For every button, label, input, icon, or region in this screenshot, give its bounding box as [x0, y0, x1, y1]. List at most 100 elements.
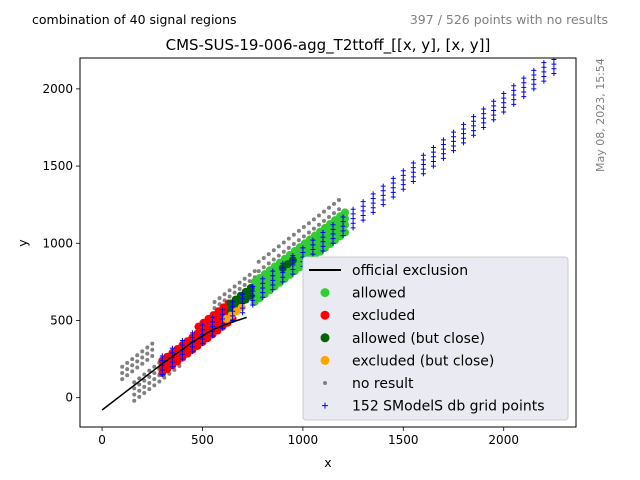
grid-point-marker — [400, 168, 406, 174]
grid-point-marker — [350, 206, 356, 212]
grid-point-marker — [420, 166, 426, 172]
no-result-point — [337, 207, 342, 212]
grid-point-marker — [451, 134, 457, 140]
x-tick-label: 0 — [98, 433, 106, 447]
no-result-point — [142, 384, 147, 389]
grid-point-marker — [199, 341, 205, 347]
no-result-point — [227, 288, 232, 293]
grid-point-marker — [440, 141, 446, 147]
grid-point-marker — [360, 217, 366, 223]
grid-point-marker — [199, 322, 205, 328]
grid-point-marker — [551, 61, 557, 67]
no-result-point — [132, 386, 137, 391]
no-result-point — [130, 363, 135, 368]
no-result-point — [296, 238, 301, 243]
grid-point-marker — [451, 129, 457, 135]
grid-point-marker — [280, 279, 286, 285]
no-result-point — [266, 261, 271, 266]
no-result-point — [271, 248, 276, 253]
grid-point-marker — [330, 226, 336, 232]
grid-point-marker — [461, 135, 467, 141]
grid-point-marker — [420, 171, 426, 177]
no-result-point — [301, 234, 306, 239]
grid-point-marker — [491, 103, 497, 109]
grid-point-marker — [230, 299, 236, 305]
grid-point-marker — [169, 350, 175, 356]
no-result-point — [142, 378, 147, 383]
no-result-point — [145, 351, 150, 356]
grid-point-marker — [471, 114, 477, 120]
no-result-point — [296, 228, 301, 233]
grid-point-marker — [370, 205, 376, 211]
grid-point-marker — [250, 302, 256, 308]
grid-point-marker — [491, 98, 497, 104]
grid-point-marker — [430, 145, 436, 151]
grid-point-marker — [531, 86, 537, 92]
no-result-point — [152, 370, 157, 375]
no-result-point — [132, 380, 137, 385]
grid-point-marker — [189, 330, 195, 336]
grid-point-marker — [501, 95, 507, 101]
grid-point-marker — [179, 351, 185, 357]
grid-point-marker — [230, 308, 236, 314]
no-results-count-note: 397 / 526 points with no results — [410, 12, 608, 27]
grid-point-marker — [250, 284, 256, 290]
legend: official exclusion allowed excluded allowed… — [302, 256, 569, 421]
grid-point-marker — [551, 66, 557, 72]
grid-point-marker — [400, 182, 406, 188]
no-result-point — [137, 388, 142, 393]
grid-point-marker — [179, 356, 185, 362]
no-result-point — [132, 392, 137, 397]
grid-point-marker — [340, 228, 346, 234]
grid-point-marker — [189, 344, 195, 350]
grid-point-marker — [390, 194, 396, 200]
grid-point-marker — [491, 107, 497, 113]
timestamp: May 08, 2023, 15:54 — [594, 58, 607, 172]
y-tick-label: 0 — [65, 391, 73, 405]
grid-point-marker — [531, 77, 537, 83]
grid-point-marker — [420, 152, 426, 158]
grid-point-marker — [491, 117, 497, 123]
grid-point-marker — [531, 72, 537, 78]
grid-point-marker — [240, 296, 246, 302]
grid-point-marker — [511, 92, 517, 98]
no-result-point — [137, 382, 142, 387]
no-result-point — [145, 345, 150, 350]
grid-point-marker — [461, 121, 467, 127]
grid-point-marker — [471, 132, 477, 138]
grid-point-marker — [159, 353, 165, 359]
grid-point-marker — [430, 154, 436, 160]
legend-circle-marker — [320, 355, 330, 365]
legend-dot-marker — [323, 381, 327, 385]
no-result-point — [132, 398, 137, 403]
grid-point-marker — [320, 239, 326, 245]
grid-point-marker — [350, 216, 356, 222]
grid-point-marker — [380, 197, 386, 203]
grid-point-marker — [511, 101, 517, 107]
no-result-point — [237, 280, 242, 285]
grid-point-marker — [310, 251, 316, 257]
legend-label: excluded (but close) — [352, 353, 494, 369]
no-result-point — [276, 244, 281, 249]
grid-point-marker — [551, 70, 557, 76]
no-result-point — [242, 276, 247, 281]
grid-point-marker — [340, 223, 346, 229]
legend-label: official exclusion — [352, 263, 468, 279]
no-result-point — [316, 222, 321, 227]
grid-point-marker — [260, 280, 266, 286]
no-result-point — [137, 376, 142, 381]
legend-label: allowed (but close) — [352, 331, 485, 347]
grid-point-marker — [461, 140, 467, 146]
grid-point-marker — [440, 146, 446, 152]
grid-point-marker — [451, 143, 457, 149]
grid-point-marker — [290, 267, 296, 273]
grid-point-marker — [471, 118, 477, 124]
y-tick-label: 500 — [50, 313, 73, 327]
grid-point-marker — [159, 372, 165, 378]
no-result-point — [150, 341, 155, 346]
grid-point-marker — [380, 188, 386, 194]
grid-point-marker — [531, 81, 537, 87]
no-result-point — [337, 198, 342, 203]
grid-point-marker — [290, 271, 296, 277]
